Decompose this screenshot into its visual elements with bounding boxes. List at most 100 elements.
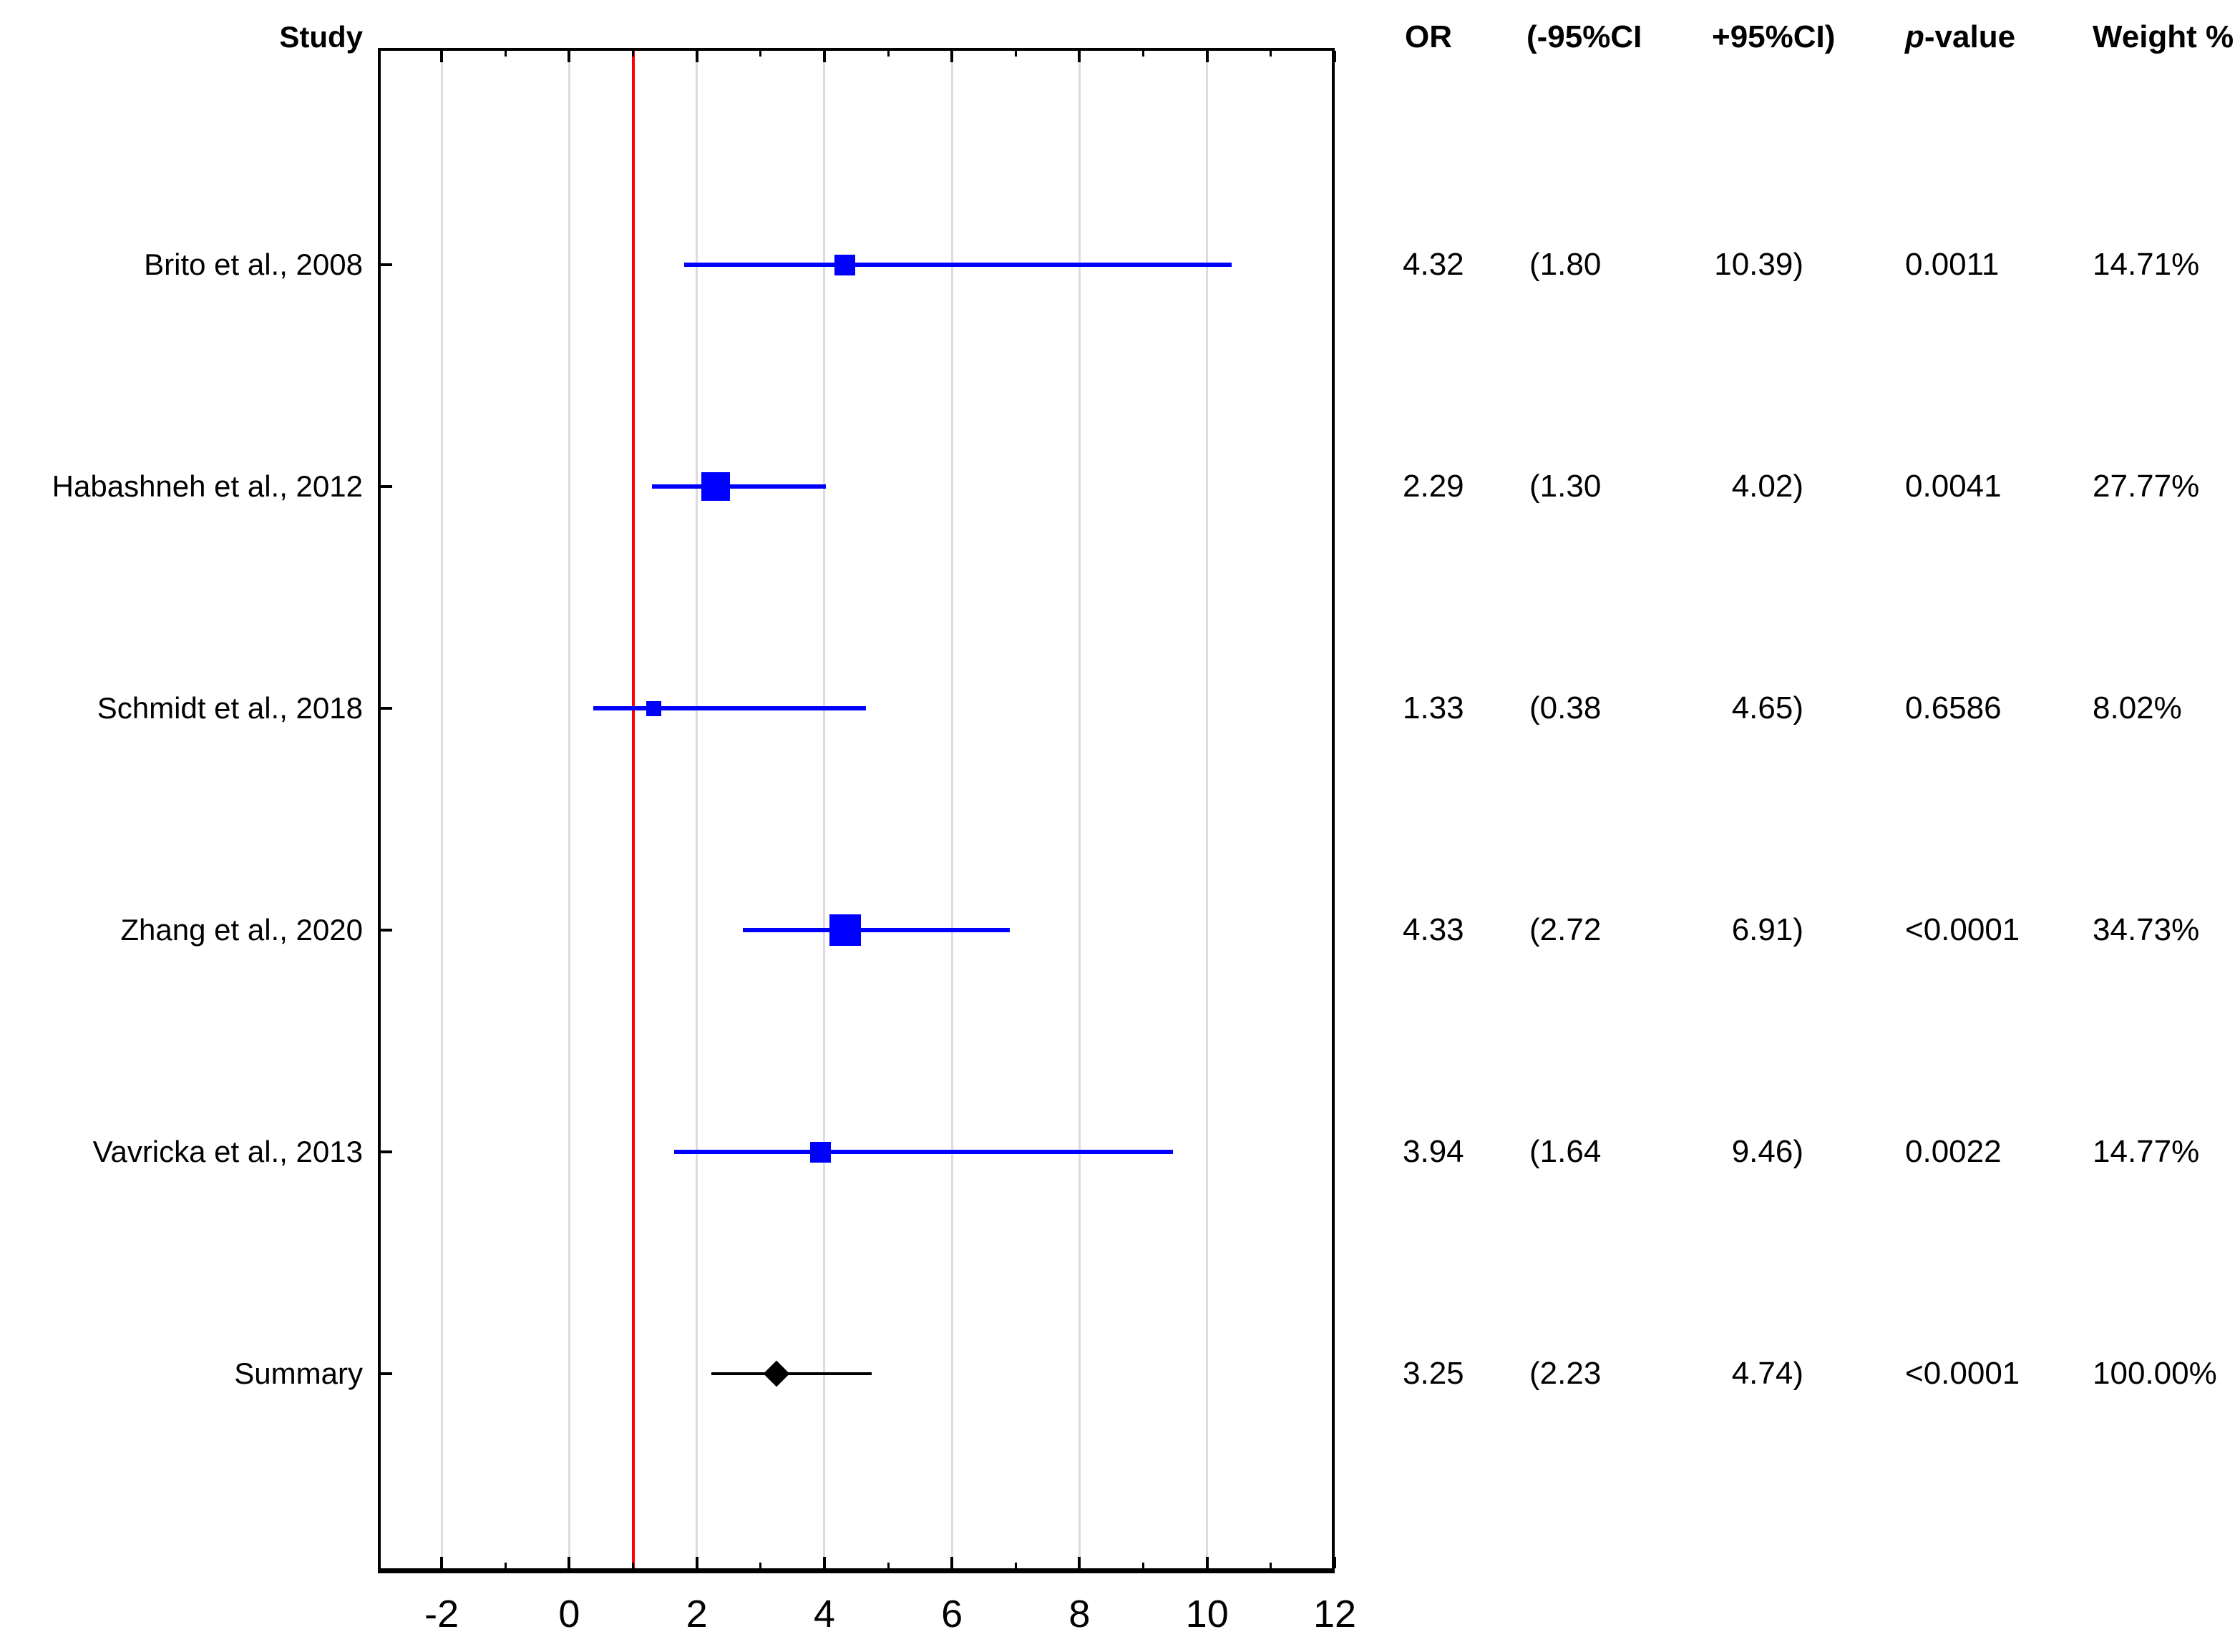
- x-axis-minor-tick: [1270, 51, 1272, 57]
- or-cell: 3.25: [1403, 1356, 1464, 1391]
- x-axis-minor-tick: [759, 51, 762, 57]
- weight-cell: 27.77%: [2093, 469, 2200, 504]
- or-marker-square: [834, 254, 855, 275]
- or-marker-square: [646, 700, 662, 716]
- reference-line: [631, 51, 635, 1568]
- x-axis-minor-tick: [504, 1563, 507, 1568]
- x-tick-label: 6: [941, 1593, 963, 1636]
- or-cell: 4.33: [1403, 912, 1464, 947]
- x-axis-major-tick: [1205, 51, 1209, 62]
- study-label: Zhang et al., 2020: [120, 913, 363, 947]
- ci-low-cell: (1.80: [1529, 247, 1602, 282]
- x-axis-minor-tick: [1270, 1563, 1272, 1568]
- ci-line: [711, 1372, 872, 1375]
- or-marker-square: [810, 1141, 832, 1163]
- x-axis-major-tick: [1333, 1557, 1336, 1568]
- p-value-cell: <0.0001: [1905, 912, 2020, 947]
- x-axis-major-tick: [568, 51, 571, 62]
- ci-low-cell: (1.64: [1529, 1134, 1602, 1169]
- or-cell: 1.33: [1403, 690, 1464, 725]
- gridline: [1206, 51, 1209, 1568]
- x-axis-major-tick: [695, 51, 698, 62]
- x-axis-major-tick: [822, 1557, 826, 1568]
- x-axis-minor-tick: [1014, 51, 1017, 57]
- x-axis-minor-tick: [759, 1563, 762, 1568]
- ci-high-cell: 9.46): [1731, 1134, 1803, 1169]
- x-tick-label: 8: [1068, 1593, 1091, 1636]
- plot-area: [378, 48, 1335, 1573]
- gridline: [1078, 51, 1081, 1568]
- study-row-tick: [381, 929, 392, 932]
- x-tick-label: -2: [424, 1593, 459, 1636]
- p-value-header-rest: -value: [1924, 19, 2016, 54]
- ci-line: [683, 263, 1232, 267]
- ci-low-cell: (2.72: [1529, 912, 1602, 947]
- ci-high-cell: 4.65): [1731, 690, 1803, 725]
- ci-high-column-header: +95%CI): [1712, 19, 1836, 54]
- x-tick-label: 2: [686, 1593, 708, 1636]
- weight-cell: 100.00%: [2093, 1356, 2217, 1391]
- study-label: Schmidt et al., 2018: [97, 691, 363, 725]
- or-column-header: OR: [1405, 19, 1452, 54]
- x-axis-minor-tick: [887, 51, 890, 57]
- weight-cell: 14.77%: [2093, 1134, 2200, 1169]
- x-axis-major-tick: [1333, 51, 1336, 62]
- x-axis-minor-tick: [1142, 1563, 1145, 1568]
- x-axis-minor-tick: [1014, 1563, 1017, 1568]
- weight-cell: 34.73%: [2093, 912, 2200, 947]
- or-marker-square: [701, 472, 730, 501]
- study-label: Summary: [234, 1357, 363, 1390]
- ci-high-cell: 6.91): [1731, 912, 1803, 947]
- ci-high-cell: 10.39): [1714, 247, 1803, 282]
- weight-cell: 14.71%: [2093, 247, 2200, 282]
- x-tick-label: 0: [558, 1593, 580, 1636]
- ci-low-cell: (0.38: [1529, 690, 1602, 725]
- or-cell: 3.94: [1403, 1134, 1464, 1169]
- x-axis-major-tick: [1078, 51, 1081, 62]
- x-axis-major-tick: [1078, 1557, 1081, 1568]
- or-cell: 2.29: [1403, 469, 1464, 504]
- ci-high-cell: 4.02): [1731, 469, 1803, 504]
- study-row-tick: [381, 485, 392, 488]
- x-axis-minor-tick: [887, 1563, 890, 1568]
- x-axis-major-tick: [568, 1557, 571, 1568]
- or-cell: 4.32: [1403, 247, 1464, 282]
- ci-line: [652, 484, 826, 489]
- x-axis-minor-tick: [632, 51, 635, 57]
- p-value-cell: 0.0011: [1905, 247, 2000, 282]
- x-axis-major-tick: [950, 1557, 954, 1568]
- ci-line: [742, 928, 1011, 932]
- p-value-column-header: p-value: [1905, 19, 2015, 55]
- p-value-header-italic-p: p: [1905, 19, 1924, 54]
- study-label: Habashneh et al., 2012: [52, 469, 363, 503]
- study-row-tick: [381, 263, 392, 266]
- ci-low-cell: (1.30: [1529, 469, 1602, 504]
- weight-cell: 8.02%: [2093, 690, 2182, 725]
- weight-column-header: Weight %: [2093, 19, 2234, 54]
- study-row-tick: [381, 707, 392, 710]
- study-column-header: Study: [279, 20, 363, 54]
- x-axis-major-tick: [1205, 1557, 1209, 1568]
- p-value-cell: <0.0001: [1905, 1356, 2020, 1391]
- x-tick-label: 10: [1185, 1593, 1229, 1636]
- x-axis-minor-tick: [504, 51, 507, 57]
- p-value-cell: 0.0041: [1905, 469, 2002, 504]
- x-axis-major-tick: [695, 1557, 698, 1568]
- x-axis-minor-tick: [1142, 51, 1145, 57]
- or-marker-square: [829, 914, 862, 946]
- study-label: Vavricka et al., 2013: [92, 1135, 363, 1168]
- p-value-cell: 0.0022: [1905, 1134, 2002, 1169]
- ci-line: [673, 1150, 1173, 1154]
- gridline: [568, 51, 570, 1568]
- p-value-cell: 0.6586: [1905, 690, 2002, 725]
- x-axis-minor-tick: [632, 1563, 635, 1568]
- study-label: Brito et al., 2008: [144, 248, 363, 281]
- x-axis-major-tick: [950, 51, 954, 62]
- ci-low-column-header: (-95%CI: [1526, 19, 1642, 54]
- x-tick-label: 12: [1313, 1593, 1357, 1636]
- ci-low-cell: (2.23: [1529, 1356, 1602, 1391]
- x-axis-major-tick: [440, 51, 444, 62]
- gridline: [950, 51, 953, 1568]
- x-tick-label: 4: [813, 1593, 835, 1636]
